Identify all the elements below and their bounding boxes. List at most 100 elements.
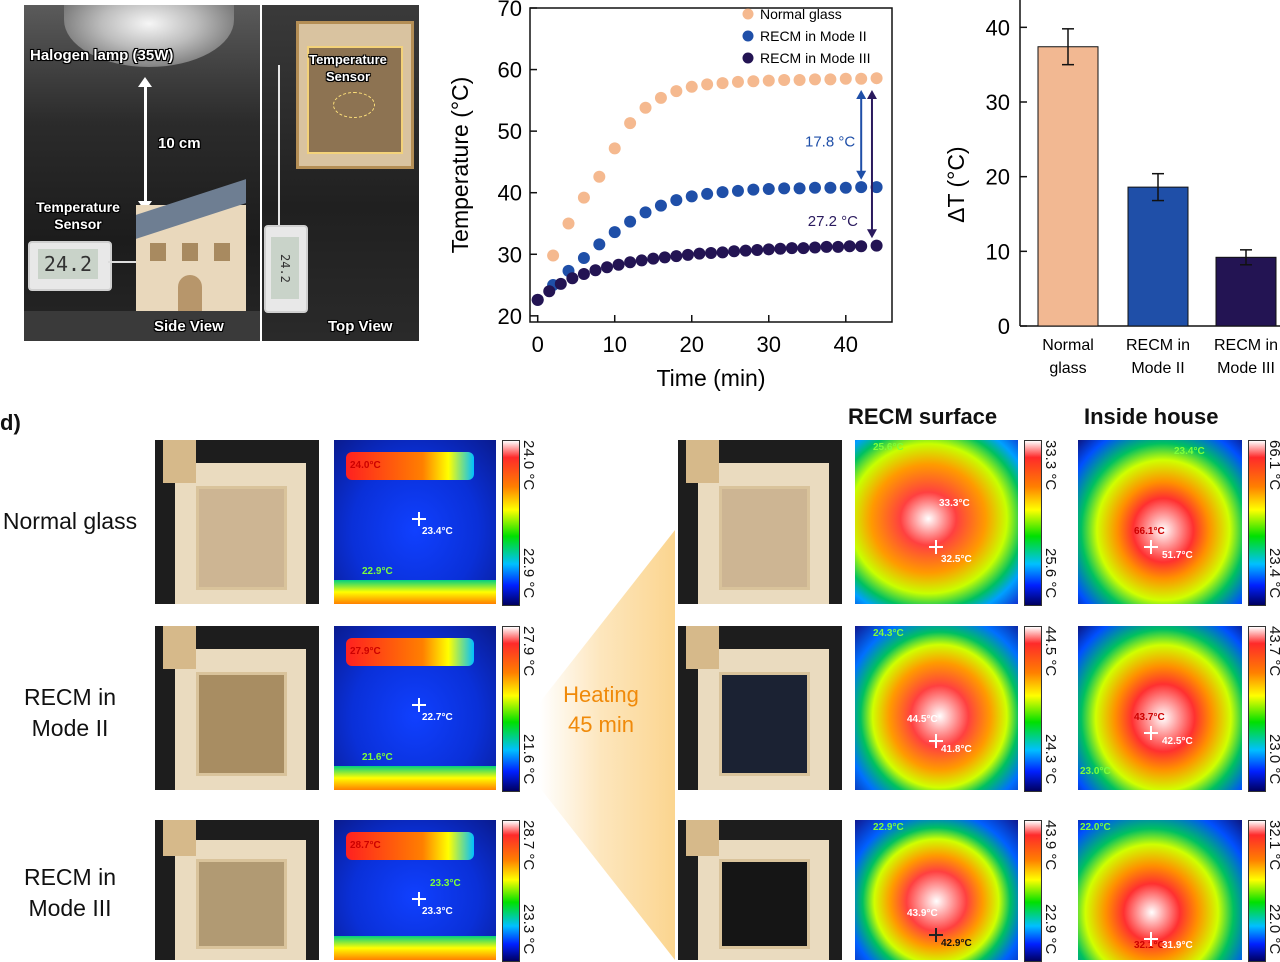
inside-hot-label-row1: 66.1°C xyxy=(1134,526,1165,537)
delta-t-chart: 0 10 20 30 40 ΔT (°C) Normal glass RECM in Mode I… xyxy=(943,0,1280,377)
surface-mid-label-row1: 32.5°C xyxy=(941,554,972,565)
before-cold-label-row3: 23.3°C xyxy=(430,878,461,889)
before-photo-row3 xyxy=(155,820,319,960)
chart1-point xyxy=(670,194,683,207)
before-hot-band-row1 xyxy=(346,452,474,480)
chart1-point xyxy=(639,206,652,219)
chart2-category-label: RECM in xyxy=(1126,337,1190,354)
inside-min-label-row3: 22.0°C xyxy=(1080,822,1111,833)
surface-colorbar-row1 xyxy=(1024,440,1042,606)
chart1-point xyxy=(701,78,714,91)
chart1-point xyxy=(731,75,744,88)
sensor-cable-top xyxy=(278,65,280,233)
chart1-xtick-label: 0 xyxy=(532,332,544,357)
inside-colorbar-row3-max-label: 32.1 °C xyxy=(1266,820,1280,871)
chart1-point xyxy=(855,72,868,85)
surface-colorbar-row3 xyxy=(1024,820,1042,962)
surface-hot-label-row1: 33.3°C xyxy=(939,498,970,509)
chart1-point xyxy=(839,181,852,194)
distance-label: 10 cm xyxy=(158,135,201,152)
chart1-point xyxy=(685,190,698,203)
after-photo-row1-window xyxy=(719,485,811,591)
before-crosshair-row2 xyxy=(412,698,426,712)
inside-thermal-row1: 23.4°C 66.1°C 51.7°C xyxy=(1078,440,1242,604)
surface-crosshair-row1 xyxy=(929,540,943,554)
temperature-chart: 0 10 20 30 40 20 30 40 50 60 70 Time (min) Temperatu… xyxy=(447,0,893,391)
before-hot-band-row2 xyxy=(346,638,474,666)
sensor-cable xyxy=(108,261,148,263)
chart1-point xyxy=(562,217,575,230)
chart1-point xyxy=(566,272,579,285)
chart2-bar xyxy=(1127,186,1189,327)
chart2-ytick-label: 0 xyxy=(998,314,1010,339)
before-crosshair-row3 xyxy=(412,892,426,906)
chart1-annotation-mode2: 17.8 °C xyxy=(805,134,855,151)
distance-arrow-head-up xyxy=(138,77,152,87)
chart1-point xyxy=(747,183,760,196)
chart1-point xyxy=(639,101,652,114)
after-photo-row2-chimney xyxy=(686,626,719,669)
surface-colorbar-row1-max-label: 33.3 °C xyxy=(1042,440,1059,491)
chart1-point xyxy=(832,240,845,253)
chart1-point xyxy=(685,80,698,93)
chart1-point xyxy=(577,267,590,280)
chart1-xlabel: Time (min) xyxy=(656,365,765,391)
row-label-mode-iii: RECM in Mode III xyxy=(23,864,116,921)
surface-thermal-row2: 24.3°C 44.5°C 41.8°C xyxy=(855,626,1018,790)
inside-colorbar-row3-min-label: 22.0 °C xyxy=(1266,904,1280,955)
col-head-recm-surface: RECM surface xyxy=(848,404,998,429)
chart1-point xyxy=(747,75,760,88)
before-photo-row3-chimney xyxy=(163,820,196,857)
chart2-bar xyxy=(1037,46,1099,327)
side-view-label: Side View xyxy=(154,318,224,335)
before-colorbar-row3 xyxy=(502,820,520,962)
chart1-legend-marker xyxy=(742,52,754,64)
before-cold-label-row1: 22.9°C xyxy=(362,566,393,577)
chart2-ylabel: ΔT (°C) xyxy=(943,146,969,223)
chart1-point xyxy=(681,248,694,261)
chart1-point xyxy=(870,72,883,85)
inside-thermal-row2: 23.0°C 43.7°C 42.5°C xyxy=(1078,626,1242,790)
temperature-sensor-label-top: Temperature Sensor xyxy=(309,52,387,84)
before-colorbar-row2-min-label: 21.6 °C xyxy=(520,734,537,785)
chart1-point xyxy=(705,247,717,260)
top-view-label: Top View xyxy=(328,318,393,335)
temperature-sensor-label-side: Temperature Sensor xyxy=(36,199,120,232)
chart1-point xyxy=(731,184,744,197)
chart1-xtick-label: 20 xyxy=(680,332,704,357)
chart1-point xyxy=(716,246,729,259)
inside-hot-label-row3: 32.1°C xyxy=(1134,940,1165,951)
chart1-point xyxy=(589,264,602,277)
chart1-point xyxy=(778,74,791,87)
before-mid-label-row1: 23.4°C xyxy=(422,526,453,537)
after-photo-row3 xyxy=(678,820,842,960)
before-hot-label-row2: 27.9°C xyxy=(350,646,381,657)
before-hot-label-row3: 28.7°C xyxy=(350,840,381,851)
chart2-ytick-label: 30 xyxy=(986,90,1010,115)
chart1-point xyxy=(820,240,833,253)
chart1-ytick-label: 60 xyxy=(498,58,522,83)
chart1-xtick-label: 10 xyxy=(602,332,626,357)
surface-thermal-row3: 22.9°C 43.9°C 42.9°C xyxy=(855,820,1018,960)
before-photo-row1-chimney xyxy=(163,440,196,483)
before-crosshair-row1 xyxy=(412,512,426,526)
before-mid-label-row3: 23.3°C xyxy=(422,906,453,917)
chart1-point xyxy=(824,73,837,86)
chart1-point xyxy=(554,277,567,290)
row-label-mode-ii: RECM in Mode II xyxy=(23,684,116,741)
before-thermal-row2: 27.9°C 22.7°C 21.6°C xyxy=(334,626,496,790)
surface-crosshair-row3 xyxy=(929,928,943,942)
chart1-point xyxy=(654,199,667,212)
inside-mid-label-row2: 42.5°C xyxy=(1162,736,1193,747)
before-bottom-band-row3 xyxy=(334,936,496,960)
before-photo-row1-window xyxy=(196,485,288,591)
chart1-point xyxy=(808,73,821,86)
inside-colorbar-row2 xyxy=(1248,626,1266,792)
chart2-ytick-label: 40 xyxy=(986,15,1010,40)
chart1-point xyxy=(870,181,883,194)
chart2-ytick-label: 20 xyxy=(986,165,1010,190)
chart1-point xyxy=(793,74,806,87)
chart1-point xyxy=(670,250,683,263)
surface-colorbar-row1-min-label: 25.6 °C xyxy=(1042,548,1059,599)
chart1-point xyxy=(843,240,856,253)
